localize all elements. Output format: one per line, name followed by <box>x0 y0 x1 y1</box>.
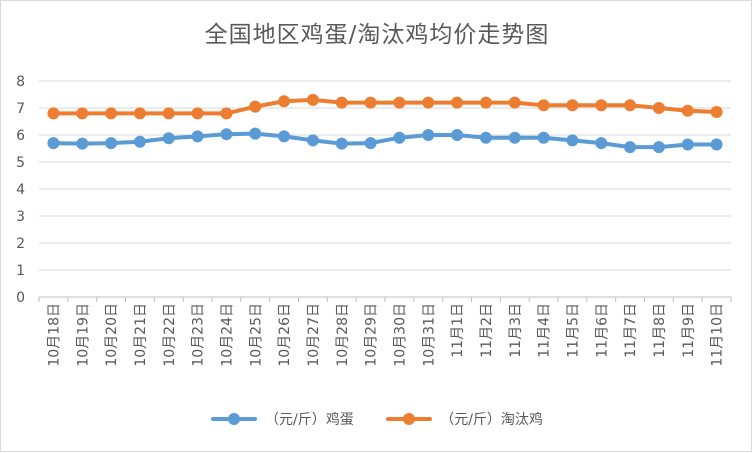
x-tick-label: 10月18日 <box>46 303 62 367</box>
legend-label-spent-hens: （元/斤）淘汰鸡 <box>440 412 543 428</box>
data-point <box>162 132 175 145</box>
y-tick-label: 2 <box>16 236 25 252</box>
data-point <box>710 138 723 151</box>
legend-item-spent-hens[interactable]: （元/斤）淘汰鸡 <box>386 409 543 429</box>
x-tick-label: 11月2日 <box>479 303 495 358</box>
data-point <box>595 137 608 150</box>
data-point <box>652 141 665 154</box>
data-point <box>47 137 60 150</box>
data-point <box>479 96 492 109</box>
data-point <box>278 95 291 108</box>
data-point <box>220 107 233 120</box>
data-point <box>393 96 406 109</box>
x-tick-label: 10月29日 <box>364 303 380 367</box>
x-tick-label: 10月23日 <box>191 303 207 367</box>
data-point <box>566 99 579 112</box>
legend-label-eggs: （元/斤）鸡蛋 <box>265 412 354 428</box>
data-point <box>508 96 521 109</box>
data-point <box>306 93 319 106</box>
data-point <box>249 100 262 113</box>
data-point <box>508 131 521 144</box>
x-tick-label: 10月24日 <box>219 303 235 367</box>
y-tick-label: 6 <box>16 128 25 144</box>
data-point <box>335 137 348 150</box>
data-point <box>537 99 550 112</box>
data-point <box>133 135 146 148</box>
data-point <box>364 137 377 150</box>
legend-swatch-spent-hens <box>386 412 433 426</box>
data-point <box>451 129 464 141</box>
data-point <box>479 131 492 144</box>
x-tick-label: 11月9日 <box>681 303 697 358</box>
data-point <box>393 131 406 144</box>
series <box>47 93 723 154</box>
x-tick-label: 10月25日 <box>248 303 264 367</box>
x-tick-label: 10月31日 <box>421 303 437 367</box>
data-point <box>624 141 637 154</box>
x-tick-label: 11月7日 <box>623 303 639 358</box>
x-tick-label: 11月1日 <box>450 303 466 358</box>
x-tick-label: 10月27日 <box>306 303 322 367</box>
data-point <box>624 99 637 112</box>
legend-item-eggs[interactable]: （元/斤）鸡蛋 <box>211 409 354 429</box>
data-point <box>133 107 146 120</box>
gridlines <box>39 80 731 271</box>
data-point <box>191 130 204 143</box>
data-point <box>191 107 204 120</box>
x-tick-label: 11月6日 <box>594 303 610 358</box>
legend-swatch-eggs <box>211 412 258 426</box>
x-tick-label: 10月30日 <box>392 303 408 367</box>
data-point <box>249 127 262 140</box>
data-point <box>681 138 694 151</box>
data-point <box>105 137 118 150</box>
y-tick-label: 0 <box>16 290 25 306</box>
x-tick-label: 10月28日 <box>335 303 351 367</box>
x-tick-label: 11月10日 <box>710 303 726 367</box>
data-point <box>595 99 608 112</box>
data-point <box>335 96 348 109</box>
chart-title: 全国地区鸡蛋/淘汰鸡均价走势图 <box>204 22 550 48</box>
x-tick-label: 10月20日 <box>104 303 120 367</box>
data-point <box>364 96 377 109</box>
data-point <box>76 137 89 150</box>
x-tick-label: 11月3日 <box>508 303 524 358</box>
data-point <box>451 96 464 109</box>
data-point <box>220 128 233 141</box>
data-point <box>76 107 89 120</box>
x-tick-label: 11月5日 <box>565 303 581 358</box>
data-point <box>652 102 665 114</box>
data-point <box>422 96 435 109</box>
y-tick-label: 8 <box>16 74 25 90</box>
data-point <box>681 104 694 117</box>
x-tick-label: 10月26日 <box>277 303 293 367</box>
data-point <box>422 129 435 141</box>
data-point <box>278 130 291 143</box>
y-tick-label: 4 <box>16 182 25 198</box>
x-tick-label: 10月21日 <box>133 303 149 367</box>
y-tick-label: 7 <box>16 101 25 117</box>
y-tick-label: 3 <box>16 209 25 225</box>
data-point <box>47 107 60 120</box>
y-tick-label: 1 <box>16 263 25 279</box>
axes: 0 1 2 3 4 5 6 7 8 10月18日 10月19日 10月20日 10月21日 10月22日 1… <box>16 74 732 367</box>
data-point <box>162 107 175 120</box>
data-point <box>105 107 118 120</box>
x-tick-label: 10月22日 <box>162 303 178 367</box>
data-point <box>306 134 319 147</box>
x-tick-label: 11月8日 <box>652 303 668 358</box>
data-point <box>710 106 723 119</box>
data-point <box>566 134 579 147</box>
data-point <box>537 131 550 144</box>
series-line-1 <box>51 97 719 116</box>
x-tick-label: 11月4日 <box>537 303 553 358</box>
series-line-0 <box>51 131 719 150</box>
legend: （元/斤）鸡蛋 （元/斤）淘汰鸡 <box>1 409 752 430</box>
y-tick-label: 5 <box>16 155 25 171</box>
x-tick-label: 10月19日 <box>75 303 91 367</box>
